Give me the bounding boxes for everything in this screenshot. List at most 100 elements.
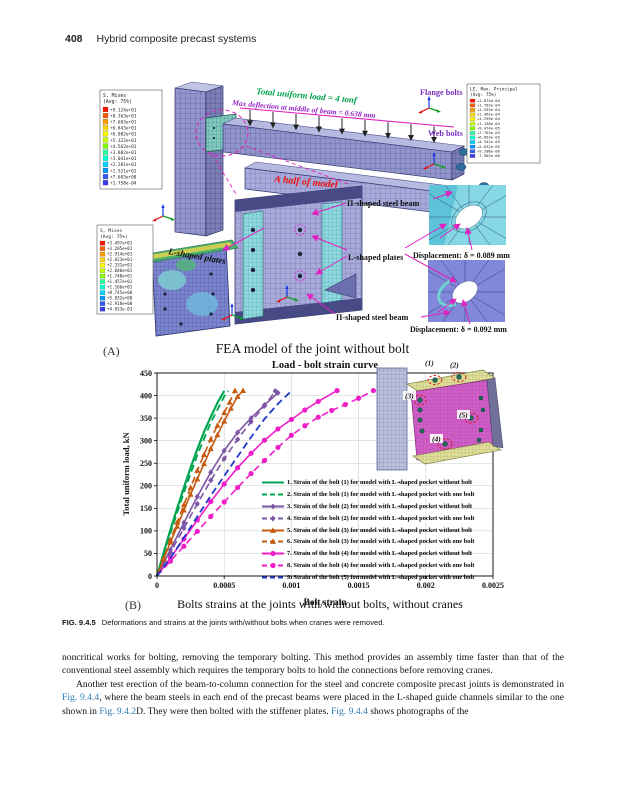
svg-text:S, Mises: S, Mises (103, 93, 126, 99)
plot-border (156, 372, 494, 577)
legend-value: +1.299e-04 (477, 116, 501, 121)
stress-legend-bottom: S, Mises (Avg: 75%) +3.497e+01+3.205e+01… (96, 224, 154, 315)
chart-legend-label: 4. Strain of the bolt (2) for model with… (287, 514, 475, 522)
figure-caption-label: FIG. 9.4.5 (62, 618, 96, 627)
figure-link[interactable]: Fig. 9.4.4 (331, 705, 368, 717)
fea-model-figure: S, Mises (Avg: 75%) +9.124e+01+8.363e+01… (96, 81, 541, 337)
load-bracket (239, 107, 455, 128)
stress-legend-top: S, Mises (Avg: 75%) +9.124e+01+8.363e+01… (99, 89, 163, 190)
text-run: , where the beam steels in each end of t… (62, 692, 564, 717)
legend-color-chip (99, 284, 106, 290)
legend-color-chip (469, 117, 476, 121)
legend-color-chip (469, 154, 476, 158)
beam-label-bottom: Π-shaped steel beam (336, 313, 409, 322)
series-line-4 (156, 390, 276, 577)
legend-color-chip (469, 131, 476, 135)
svg-text:0.001: 0.001 (282, 581, 300, 590)
legend-value: +9.124e+01 (110, 107, 137, 113)
beam-label-top: Π-shaped steel beam (347, 199, 420, 208)
svg-text:0.0005: 0.0005 (213, 581, 235, 590)
running-header: 408 Hybrid composite precast systems (65, 33, 256, 45)
legend-value: +2.040e+01 (107, 268, 133, 273)
legend-color-chip (99, 251, 106, 257)
legend-value: +1.533e-04 (477, 107, 501, 112)
legend-value: +2.623e+01 (107, 257, 133, 262)
legend-value: +1.703e-04 (477, 102, 501, 107)
text-run: shows photographs of the (367, 705, 469, 717)
flange-bolts-label: Flange bolts (420, 88, 463, 97)
legend-value: +9.208e-06 (477, 148, 501, 153)
legend-value: +4.342e-05 (477, 139, 500, 144)
legend-color-chip (102, 131, 109, 137)
legend-value: +1.166e+01 (107, 285, 133, 290)
inset-bolt-label-3: (3) (405, 392, 414, 401)
legend-color-chip (102, 125, 109, 131)
legend-color-chip (99, 306, 106, 312)
svg-text:LE, Max. Principal: LE, Max. Principal (470, 87, 518, 93)
svg-text:(Avg: 75%): (Avg: 75%) (470, 92, 496, 98)
chart-legend-label: 5. Strain of the bolt (3) for model with… (287, 526, 473, 534)
bolt-location-inset: (1) (2) (3) (4) (5) (376, 358, 504, 471)
y-axis-title: Total uniform load, kN (121, 432, 131, 516)
svg-text:50: 50 (144, 549, 152, 558)
legend-value: +3.497e+01 (107, 241, 133, 246)
page-number: 408 (65, 33, 83, 45)
chart-legend-label: 8. Strain of the bolt (4) for model with… (287, 561, 475, 569)
series-line-1 (155, 390, 226, 577)
figure-caption: FIG. 9.4.5 Deformations and strains at th… (62, 618, 567, 627)
legend-color-chip (469, 144, 476, 149)
legend-value: +2.918e+00 (107, 301, 133, 306)
figure-link[interactable]: Fig. 9.4.2 (99, 705, 137, 717)
legend-color-chip (469, 112, 476, 117)
legend-value: +8.363e+01 (110, 113, 137, 119)
legend-color-chip (99, 262, 106, 268)
series-line-3 (156, 392, 279, 577)
figure-caption-text: Deformations and strains at the joints w… (101, 618, 385, 627)
chart-legend-item-7: 7. Strain of the bolt (4) for model with… (262, 548, 507, 560)
legend-value: +8.745e+00 (107, 290, 133, 295)
chart-legend-label: 9. Strain of the bolt (5) for model with… (287, 573, 475, 581)
legend-color-chip (469, 149, 476, 154)
x-axis-title: Bolt strain (303, 598, 347, 608)
web-bolts-label: Web bolts (428, 129, 463, 138)
figure-link[interactable]: Fig. 9.4.4 (62, 692, 100, 704)
callout-arrows (222, 190, 473, 325)
legend-color-chip (99, 240, 106, 246)
chart-legend-label: 6. Strain of the bolt (3) for model with… (287, 538, 475, 546)
svg-text:150: 150 (140, 504, 152, 513)
legend-value: +1.457e+01 (107, 279, 133, 284)
legend-value: +1.462e-04 (477, 112, 501, 117)
load-strain-chart: Load - bolt strain curve Total uniform l… (121, 358, 504, 608)
chart-axis-ticks: 0 50 100 150 200 250 300 350 400 450 0 0.0005 0.001 0… (140, 369, 504, 590)
chart-legend-label: 3. Strain of the bolt (2) for model with… (287, 502, 473, 510)
legend-color-chip (469, 126, 476, 131)
legend-value: +2.281e+01 (110, 162, 137, 168)
svg-text:100: 100 (140, 527, 152, 536)
legend-color-chip (99, 268, 106, 273)
chart-series (155, 387, 376, 577)
legend-color-chip (102, 161, 109, 167)
svg-text:0.0015: 0.0015 (348, 581, 370, 590)
chart-title: Load - bolt strain curve (272, 360, 379, 371)
legend-color-chip (469, 121, 476, 126)
text-run: Another test erection of the beam-to-col… (76, 678, 564, 690)
paragraph: noncritical works for bolting, removing … (62, 651, 564, 678)
legend-color-chip (469, 135, 476, 140)
inset-bolt-label-1: (1) (425, 359, 434, 368)
chart-legend-item-4: 4. Strain of the bolt (2) for model with… (262, 512, 507, 524)
displacement-label-1: Displacement: δ = 0.089 mm (413, 251, 510, 260)
legend-color-chip (99, 273, 106, 279)
legend-value: +7.763e-05 (477, 130, 500, 135)
legend-color-chip (102, 173, 109, 180)
displacement-label-2: Displacement: δ = 0.092 mm (410, 325, 507, 334)
legend-value: +3.041e+01 (110, 156, 137, 162)
inset-bolt-label-2: (2) (450, 361, 459, 370)
legend-value: +4.653e-03 (107, 307, 133, 312)
legend-color-chip (102, 119, 109, 125)
chart-legend-label: 2. Strain of the bolt (1) for model with… (287, 491, 475, 499)
legend-color-chip (102, 106, 109, 113)
legend-value: +5.832e+00 (107, 296, 133, 301)
svg-text:0.0025: 0.0025 (482, 581, 504, 590)
legend-color-chip (469, 103, 476, 108)
legend-value: +4.562e+01 (110, 144, 137, 150)
